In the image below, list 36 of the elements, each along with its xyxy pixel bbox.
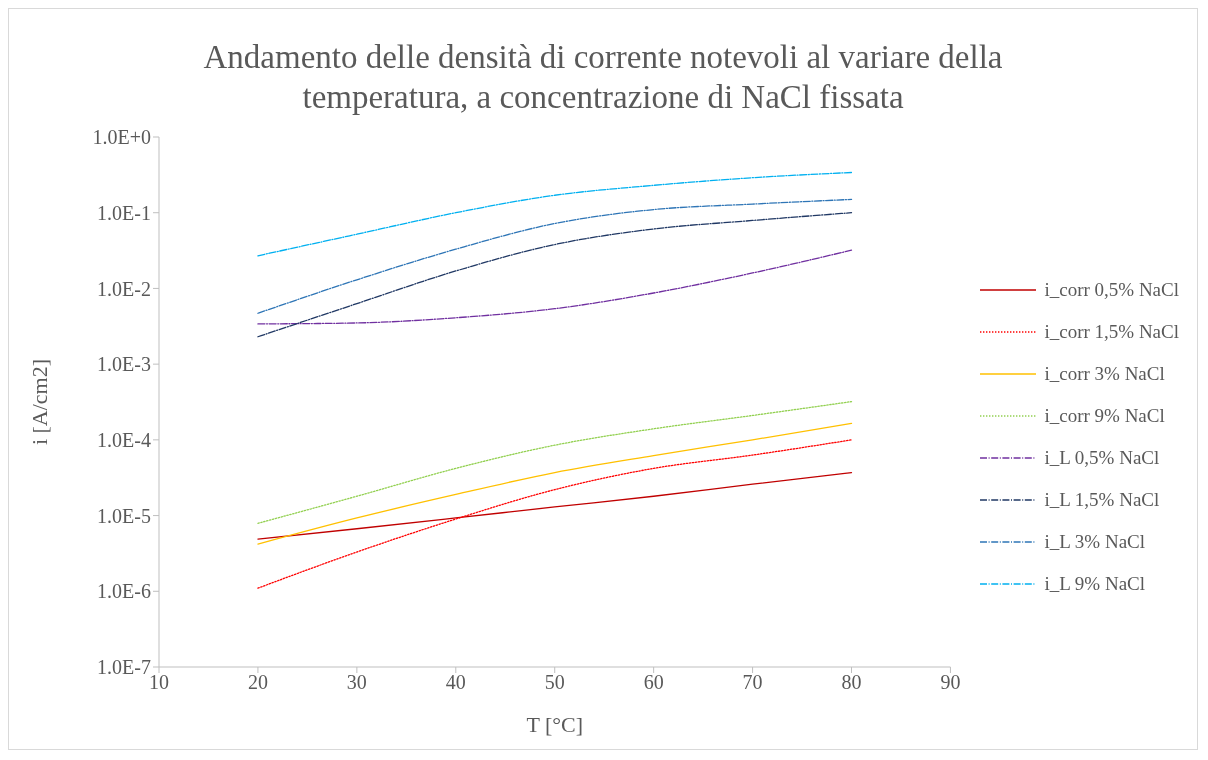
line-series	[257, 212, 853, 338]
x-tick-label: 50	[544, 671, 565, 694]
y-tick-label: 1.0E-7	[97, 656, 151, 679]
chart-title: Andamento delle densità di corrente notevoli al variare della temperatura, a concentrazione di NaCl fissata	[202, 38, 1004, 117]
x-axis-title: T [°C]	[526, 712, 584, 737]
x-tick-label: 80	[841, 671, 862, 694]
y-tick-label: 1.0E-3	[97, 353, 151, 376]
line-series	[257, 198, 853, 314]
legend-label: i_L 9% NaCl	[1044, 573, 1146, 595]
x-tick-label: 10	[149, 671, 169, 694]
y-tick-label: 1.0E+0	[92, 126, 151, 149]
x-tick-label: 20	[247, 671, 268, 694]
legend-label: i_L 1,5% NaCl	[1044, 489, 1160, 511]
y-tick-label: 1.0E-6	[97, 580, 151, 603]
line-series	[257, 422, 853, 545]
y-tick-label: 1.0E-2	[97, 277, 151, 300]
line-series	[257, 249, 853, 325]
x-tick-label: 40	[445, 671, 466, 694]
line-series	[257, 400, 853, 524]
legend-label: i_corr 0,5% NaCl	[1044, 279, 1179, 301]
x-tick-label: 60	[643, 671, 664, 694]
legend-label: i_L 3% NaCl	[1044, 531, 1146, 553]
x-tick-label: 70	[742, 671, 763, 694]
line-series	[257, 171, 853, 257]
y-tick-label: 1.0E-4	[97, 428, 151, 451]
legend-label: i_corr 1,5% NaCl	[1044, 321, 1179, 343]
legend-label: i_L 0,5% NaCl	[1044, 447, 1160, 469]
y-tick-label: 1.0E-5	[97, 504, 151, 527]
y-tick-label: 1.0E-1	[97, 201, 151, 224]
x-tick-label: 90	[940, 671, 961, 694]
legend-label: i_corr 3% NaCl	[1044, 363, 1165, 385]
line-series	[257, 471, 853, 540]
y-axis-title: i [A/cm2]	[26, 358, 52, 446]
x-tick-label: 30	[346, 671, 367, 694]
line-series	[257, 439, 853, 589]
legend-label: i_corr 9% NaCl	[1044, 405, 1165, 427]
